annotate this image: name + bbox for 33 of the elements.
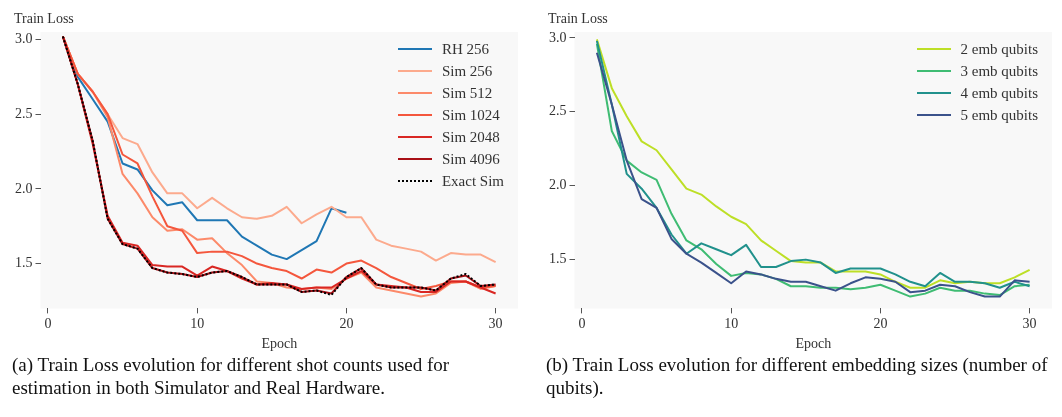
y-tick-label: 2.0 (549, 177, 567, 193)
y-tick-label: 3.0 (549, 29, 567, 45)
x-tick-label: 10 (190, 316, 205, 332)
x-tick-label: 30 (488, 316, 503, 332)
y-tick-label: 2.5 (15, 105, 33, 121)
legend-label: RH 256 (441, 40, 490, 59)
legend-label: 2 emb qubits (960, 40, 1038, 59)
x-axis-title: Epoch (795, 336, 832, 352)
x-tick-label: 30 (1022, 316, 1037, 332)
legend-label: 3 emb qubits (960, 62, 1038, 81)
x-axis-title: Epoch (261, 336, 298, 352)
text: (b) Train Loss evolution for different embedding sizes (number of qubits). (545, 353, 1049, 399)
x-tick-label: 10 (724, 316, 739, 332)
x-tick-label: 0 (44, 316, 52, 332)
text: (a) Train Loss evolution for different shot counts used for estimation in both Simulator and Real Hardware. (11, 353, 451, 399)
legend-label: Sim 2048 (441, 128, 500, 147)
y-tick-label: 2.0 (15, 180, 33, 196)
legend-label: 5 emb qubits (960, 106, 1038, 125)
y-tick-label: 2.5 (549, 103, 567, 119)
y-tick-label: 3.0 (15, 31, 33, 47)
x-tick-label: 0 (578, 316, 586, 332)
legend-label: Sim 1024 (441, 106, 500, 125)
x-tick-label: 20 (339, 316, 354, 332)
legend-label: 4 emb qubits (960, 84, 1038, 103)
legend-label: Sim 512 (441, 84, 493, 103)
legend-label: Sim 4096 (441, 150, 500, 169)
legend-label: Sim 256 (441, 62, 493, 81)
x-tick-label: 20 (873, 316, 888, 332)
y-tick-label: 1.5 (15, 255, 33, 271)
y-tick-label: 1.5 (549, 251, 567, 267)
y-axis-title: Train Loss (548, 10, 608, 26)
y-axis-title: Train Loss (14, 10, 74, 26)
legend-label: Exact Sim (441, 172, 504, 191)
